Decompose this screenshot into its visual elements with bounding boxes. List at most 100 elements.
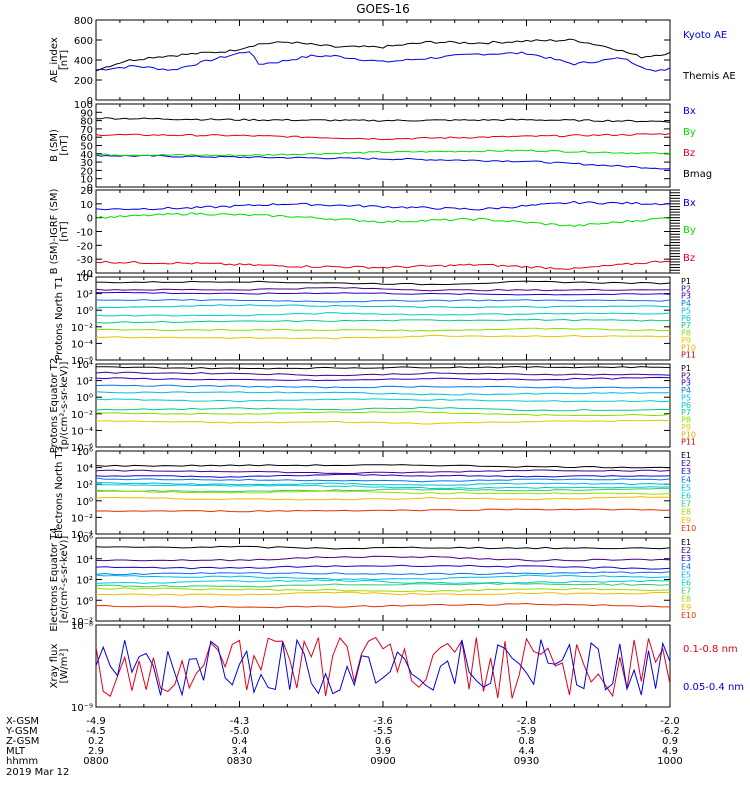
x-row-value: 0.8 bbox=[519, 736, 535, 747]
legend-themis-ae: Themis AE bbox=[682, 71, 736, 82]
legend-e9: E9 bbox=[681, 603, 691, 612]
y-tick-label: 10⁶ bbox=[76, 534, 93, 545]
y-axis-label: [e/(cm²-s-sr-keV)] bbox=[59, 536, 70, 624]
y-tick-label: 10⁴ bbox=[76, 360, 93, 371]
series-bz bbox=[95, 133, 671, 141]
y-tick-label: 10² bbox=[76, 290, 93, 301]
x-row-value: -5.5 bbox=[373, 726, 393, 737]
x-row-label: Z-GSM bbox=[6, 736, 39, 747]
x-row-label: X-GSM bbox=[6, 716, 39, 727]
legend-p1: P1 bbox=[681, 364, 691, 373]
y-tick-label: 80 bbox=[80, 117, 93, 128]
level-1 bbox=[95, 280, 671, 286]
level-4 bbox=[95, 298, 671, 303]
legend-bz: Bz bbox=[683, 253, 695, 264]
level-6 bbox=[95, 398, 671, 403]
y-tick-label: 10⁴ bbox=[76, 273, 93, 284]
y-tick-label: 10 bbox=[80, 175, 93, 186]
y-tick-label: 20 bbox=[80, 166, 93, 177]
legend-p1: P1 bbox=[681, 277, 691, 286]
level-3 bbox=[95, 564, 671, 570]
y-tick-label: 10⁻² bbox=[71, 410, 93, 421]
y-tick-label: 10⁰ bbox=[76, 497, 93, 508]
legend-p9: P9 bbox=[681, 423, 691, 432]
y-tick-label: 10⁶ bbox=[76, 447, 93, 458]
level-6 bbox=[95, 579, 671, 585]
y-tick-label: 0 bbox=[87, 96, 93, 107]
level-9 bbox=[95, 334, 671, 340]
y-tick-label: 10⁻² bbox=[71, 513, 93, 524]
x-axis-table: X-GSM -4.9 -4.3 -3.6 -2.8 -2.0 Y-GSM -4.5 -5.0 -5… bbox=[5, 716, 683, 767]
legend-e7: E7 bbox=[681, 500, 691, 509]
level-7 bbox=[95, 582, 671, 588]
y-tick-label: 10² bbox=[76, 480, 93, 491]
legend-kyoto-ae: Kyoto AE bbox=[683, 30, 727, 41]
level-2 bbox=[95, 286, 671, 292]
y-tick-label: 0 bbox=[87, 183, 93, 194]
level-4 bbox=[95, 571, 671, 576]
y-axis-label: Electrons Equator T4 bbox=[49, 527, 60, 631]
panel-2: B (SM) [nT]0102030405060708090100BxByBzBm… bbox=[49, 100, 712, 194]
level-4 bbox=[95, 384, 671, 389]
y-tick-label: 200 bbox=[74, 76, 93, 87]
figure-title: GOES-16 bbox=[356, 2, 410, 16]
level-1 bbox=[95, 464, 671, 469]
y-axis-label: B (SM) bbox=[49, 129, 60, 162]
x-row-value: 0800 bbox=[83, 756, 108, 767]
panel-5-frame bbox=[95, 363, 671, 448]
y-tick-label: -40 bbox=[77, 269, 93, 280]
level-8 bbox=[95, 327, 671, 332]
y-tick-label: 10⁻⁶ bbox=[71, 356, 93, 367]
level-6 bbox=[96, 484, 671, 490]
y-tick-label: 10⁻⁴ bbox=[71, 530, 93, 541]
y-axis-label: [nT] bbox=[59, 221, 70, 241]
legend-p2: P2 bbox=[681, 284, 691, 293]
panel-5: Protons Equator T2 [p/(cm²-s-sr-keV)] 10⁴1… bbox=[49, 358, 696, 454]
x-row-value: 0930 bbox=[514, 756, 539, 767]
panel-2-frame bbox=[95, 103, 671, 188]
legend-e2: E2 bbox=[681, 459, 691, 468]
level-6 bbox=[95, 312, 671, 317]
y-axis-label: [nT] bbox=[59, 50, 70, 70]
x-row-value: -5.9 bbox=[517, 726, 537, 737]
y-axis-label: [nT] bbox=[59, 135, 70, 155]
y-axis-label: [W/m²] bbox=[59, 648, 70, 683]
y-tick-label: 10⁻² bbox=[71, 617, 93, 628]
legend-e10: E10 bbox=[681, 524, 696, 533]
panel-6: Electrons North T3 10⁶ 10⁴ 10² 10⁰ 10⁻² 10⁻⁴ E1… bbox=[54, 446, 696, 541]
y-tick-label: 10² bbox=[76, 576, 93, 587]
y-axis-label: [p/(cm²-s-sr-keV)] bbox=[59, 362, 70, 450]
series-themis-ae bbox=[95, 38, 671, 72]
x-row-value: 0.2 bbox=[88, 736, 104, 747]
legend-by: By bbox=[683, 225, 696, 236]
series-bx bbox=[95, 154, 671, 170]
level-8 bbox=[95, 490, 671, 495]
x-row-value: 0830 bbox=[227, 756, 252, 767]
y-tick-label: 0 bbox=[87, 214, 93, 225]
panel-1-frame bbox=[95, 19, 671, 101]
level-3 bbox=[95, 376, 671, 382]
y-tick-label: 10⁻⁴ bbox=[71, 339, 93, 350]
level-7 bbox=[95, 406, 671, 412]
y-tick-label: 10⁰ bbox=[76, 306, 93, 317]
x-row-value: 3.9 bbox=[375, 746, 391, 757]
y-tick-label: 20 bbox=[80, 186, 93, 197]
legend-p3: P3 bbox=[681, 379, 691, 388]
y-tick-label: 40 bbox=[80, 150, 93, 161]
x-row-value: 2.9 bbox=[88, 746, 104, 757]
panel-1: AE_index [nT] 0 200 400 600 800 Kyoto AE Themis … bbox=[49, 16, 736, 107]
x-row-value: 4.4 bbox=[519, 746, 535, 757]
y-tick-label: 100 bbox=[74, 100, 93, 111]
level-9 bbox=[95, 591, 671, 596]
series-xray-0 bbox=[95, 636, 671, 699]
legend-p6: P6 bbox=[681, 314, 691, 323]
x-row-value: 0.9 bbox=[662, 736, 678, 747]
x-row-value: 4.9 bbox=[662, 746, 678, 757]
legend-bz: Bz bbox=[683, 148, 695, 159]
legend-e10: E10 bbox=[681, 611, 696, 620]
level-5 bbox=[95, 574, 671, 581]
legend-p7: P7 bbox=[681, 408, 691, 417]
legend-e8: E8 bbox=[681, 595, 691, 604]
legend-by: By bbox=[683, 127, 696, 138]
legend-e1: E1 bbox=[681, 451, 691, 460]
